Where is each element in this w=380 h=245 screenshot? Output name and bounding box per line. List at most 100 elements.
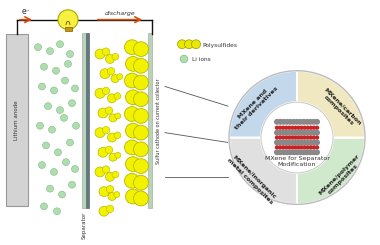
Circle shape: [309, 145, 313, 149]
Circle shape: [95, 49, 105, 59]
Circle shape: [112, 53, 119, 60]
Circle shape: [275, 135, 279, 140]
Circle shape: [52, 67, 60, 74]
Circle shape: [291, 149, 297, 155]
Circle shape: [290, 145, 294, 149]
Circle shape: [284, 145, 288, 149]
Circle shape: [54, 149, 62, 156]
Circle shape: [114, 93, 121, 99]
Circle shape: [311, 119, 317, 125]
Circle shape: [284, 149, 290, 155]
Circle shape: [296, 126, 301, 130]
Circle shape: [57, 41, 63, 48]
Circle shape: [71, 166, 79, 172]
Circle shape: [281, 139, 287, 146]
Circle shape: [105, 146, 113, 154]
Circle shape: [133, 142, 149, 157]
Circle shape: [35, 44, 41, 51]
Circle shape: [177, 40, 187, 49]
Text: MXene/inorganic
metal composites: MXene/inorganic metal composites: [226, 153, 278, 205]
Circle shape: [315, 135, 319, 140]
Circle shape: [296, 145, 301, 149]
Circle shape: [125, 140, 139, 155]
Text: Separator: Separator: [81, 211, 87, 239]
Circle shape: [66, 51, 73, 58]
Circle shape: [304, 139, 310, 146]
Circle shape: [100, 69, 110, 79]
Circle shape: [287, 130, 293, 135]
Circle shape: [125, 123, 141, 138]
Circle shape: [65, 61, 71, 67]
Circle shape: [297, 139, 303, 146]
Circle shape: [287, 145, 291, 149]
Text: MXene and
their derivatives: MXene and their derivatives: [231, 82, 280, 131]
Circle shape: [125, 107, 139, 121]
Circle shape: [114, 192, 120, 197]
Circle shape: [284, 139, 290, 146]
Text: discharge: discharge: [105, 11, 135, 16]
Circle shape: [314, 130, 320, 135]
Circle shape: [102, 166, 110, 173]
Bar: [148, 33, 152, 208]
Circle shape: [301, 149, 307, 155]
Circle shape: [98, 147, 108, 157]
Circle shape: [293, 135, 298, 140]
Circle shape: [68, 181, 76, 188]
Circle shape: [51, 87, 57, 94]
Circle shape: [294, 139, 300, 146]
Circle shape: [311, 139, 317, 146]
Circle shape: [302, 126, 307, 130]
Circle shape: [38, 162, 46, 169]
Text: MXene/carbon
composites: MXene/carbon composites: [319, 86, 363, 130]
Circle shape: [293, 145, 298, 149]
Circle shape: [95, 167, 105, 177]
Circle shape: [299, 126, 304, 130]
Circle shape: [281, 135, 285, 140]
Circle shape: [274, 119, 280, 125]
Circle shape: [290, 135, 294, 140]
Circle shape: [133, 191, 149, 206]
Circle shape: [312, 126, 316, 130]
Circle shape: [125, 173, 139, 188]
Text: MXene for Separator
Modification: MXene for Separator Modification: [264, 156, 329, 167]
Circle shape: [306, 135, 310, 140]
Bar: [82, 33, 86, 208]
Circle shape: [66, 139, 73, 146]
Circle shape: [306, 145, 310, 149]
Circle shape: [277, 139, 283, 146]
Circle shape: [297, 149, 303, 155]
Circle shape: [54, 208, 60, 215]
Circle shape: [133, 75, 149, 90]
Circle shape: [185, 40, 193, 49]
Circle shape: [49, 126, 55, 133]
Circle shape: [274, 139, 280, 146]
Circle shape: [108, 133, 117, 142]
Circle shape: [41, 203, 48, 210]
Circle shape: [102, 48, 110, 55]
Circle shape: [311, 149, 317, 155]
Circle shape: [106, 55, 114, 63]
Circle shape: [36, 122, 43, 129]
Circle shape: [125, 189, 141, 204]
Circle shape: [278, 126, 282, 130]
Circle shape: [309, 126, 313, 130]
Circle shape: [314, 149, 320, 155]
Circle shape: [312, 145, 316, 149]
Circle shape: [125, 57, 141, 71]
Circle shape: [51, 169, 57, 175]
Circle shape: [133, 92, 149, 107]
Circle shape: [301, 139, 307, 146]
Circle shape: [125, 40, 139, 55]
Circle shape: [111, 75, 119, 83]
Circle shape: [281, 126, 285, 130]
Circle shape: [291, 139, 297, 146]
Circle shape: [102, 87, 110, 95]
Circle shape: [284, 126, 288, 130]
Circle shape: [315, 145, 319, 149]
Circle shape: [312, 135, 316, 140]
Circle shape: [274, 130, 280, 135]
Circle shape: [301, 130, 307, 135]
Circle shape: [299, 135, 304, 140]
Circle shape: [304, 119, 310, 125]
Circle shape: [284, 130, 290, 135]
